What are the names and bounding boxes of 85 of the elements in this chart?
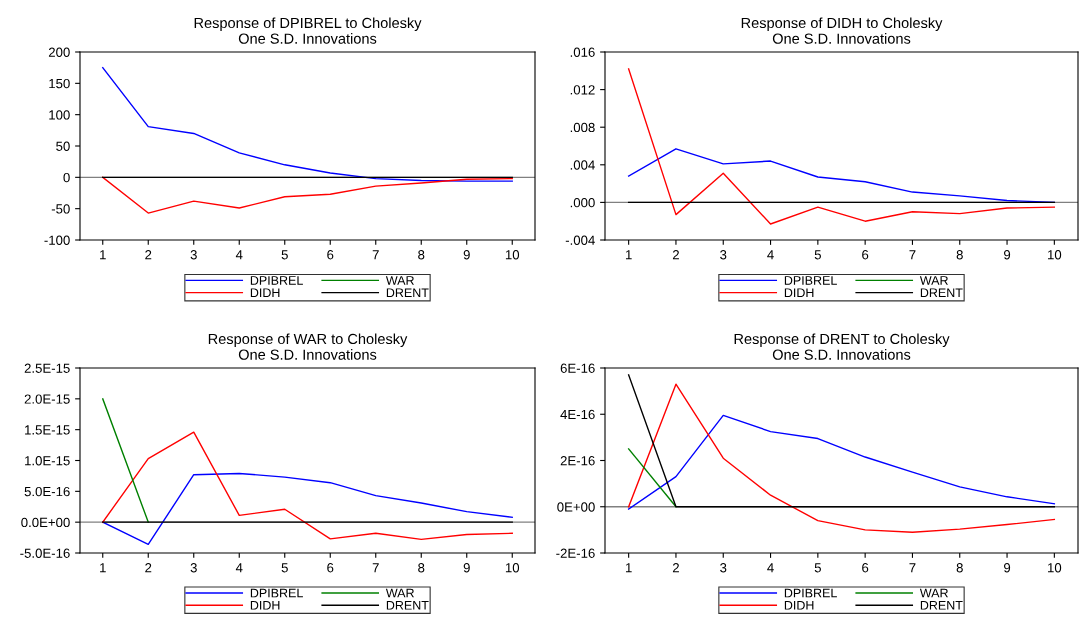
legend-label: DRENT [386,600,429,610]
y-tick-label: 2.5E-15 [24,363,70,373]
x-tick-label: 9 [1004,250,1011,260]
x-tick-label: 4 [767,250,774,260]
x-tick-label: 5 [814,563,821,573]
legend-label: DPIBREL [784,588,837,598]
x-tick-label: 7 [909,250,916,260]
y-tick-label: .012 [570,85,595,95]
x-tick-label: 7 [372,563,379,573]
x-tick-label: 9 [1004,563,1011,573]
x-tick-label: 9 [463,563,470,573]
legend-label: DRENT [920,288,963,298]
x-tick-label: 3 [190,250,197,260]
x-tick-label: 4 [235,563,243,573]
x-tick-label: 10 [1048,250,1062,260]
y-tick-label: 100 [49,110,70,120]
x-tick-label: 9 [463,250,470,260]
x-tick-label: 8 [418,563,425,573]
y-tick-label: 6E-16 [560,363,595,373]
y-tick-label: -100 [44,235,70,245]
y-tick-label: .000 [570,197,595,208]
y-tick-label: 0E+00 [557,502,595,512]
y-tick-label: -2E-16 [556,548,595,558]
chart-title: Response of DRENT to Cholesky One S.D. Innovations [734,333,950,360]
y-tick-label: 50 [56,141,70,151]
x-tick-label: 7 [372,250,379,260]
x-tick-label: 1 [625,563,632,573]
x-tick-label: 5 [281,250,288,260]
y-tick-label: 2E-16 [560,456,595,466]
x-tick-label: 6 [862,250,869,260]
x-tick-label: 1 [100,250,106,260]
y-tick-label: 5.0E-16 [24,486,70,497]
legend-label: WAR [385,588,414,598]
legend-label: DRENT [386,288,429,298]
x-tick-label: 2 [672,250,679,260]
y-tick-label: -.004 [565,235,595,245]
x-tick-label: 10 [505,563,520,573]
legend-label: DPIBREL [784,276,837,285]
x-tick-label: 6 [862,563,869,573]
legend-label: DRENT [920,600,963,610]
legend-label: WAR [385,276,414,285]
legend-label: DIDH [784,288,814,298]
x-tick-label: 3 [720,250,727,260]
x-tick-label: 8 [418,250,425,260]
y-tick-label: -5.0E-16 [20,548,70,558]
legend-label: DIDH [784,600,814,610]
y-tick-label: 2.0E-15 [24,394,70,404]
y-tick-label: 200 [48,47,70,57]
x-tick-label: 1 [100,563,106,573]
y-tick-label: 4E-16 [560,409,595,420]
x-tick-label: 4 [235,250,243,260]
x-tick-label: 1 [625,250,632,260]
x-tick-label: 2 [145,250,152,260]
chart-title: Response of DIDH to Cholesky One S.D. Innovations [741,17,943,44]
legend-label: DIDH [250,288,280,298]
legend-label: DIDH [250,600,280,610]
y-tick-label: 1.5E-15 [25,425,70,435]
chart-title: Response of WAR to Cholesky One S.D. Innovations [208,333,408,360]
legend-label: DPIBREL [250,588,303,598]
y-tick-label: -50 [51,204,70,214]
x-tick-label: 8 [956,563,963,573]
x-tick-label: 10 [1048,563,1062,573]
legend-label: WAR [919,276,948,285]
x-tick-label: 6 [327,563,334,573]
y-tick-label: .016 [570,47,595,57]
x-tick-label: 2 [145,563,152,573]
x-tick-label: 10 [505,250,520,260]
x-tick-label: 4 [767,563,774,573]
x-tick-label: 8 [956,250,963,260]
legend-label: DPIBREL [250,276,303,285]
x-tick-label: 7 [909,563,916,573]
x-tick-label: 5 [814,250,821,260]
x-tick-label: 6 [327,250,334,260]
y-tick-label: .008 [570,122,595,133]
chart-title: Response of DPIBREL to Cholesky One S.D. Innovations [194,17,422,44]
y-tick-label: 150 [49,78,70,89]
y-tick-label: 0 [63,172,70,183]
x-tick-label: 5 [281,563,288,573]
y-tick-label: 0.0E+00 [21,517,70,528]
y-tick-label: 1.0E-15 [25,456,70,466]
x-tick-label: 2 [672,563,679,573]
y-tick-label: .004 [570,160,595,170]
x-tick-label: 3 [720,563,727,573]
x-tick-label: 3 [190,563,197,573]
legend-label: WAR [919,588,948,598]
